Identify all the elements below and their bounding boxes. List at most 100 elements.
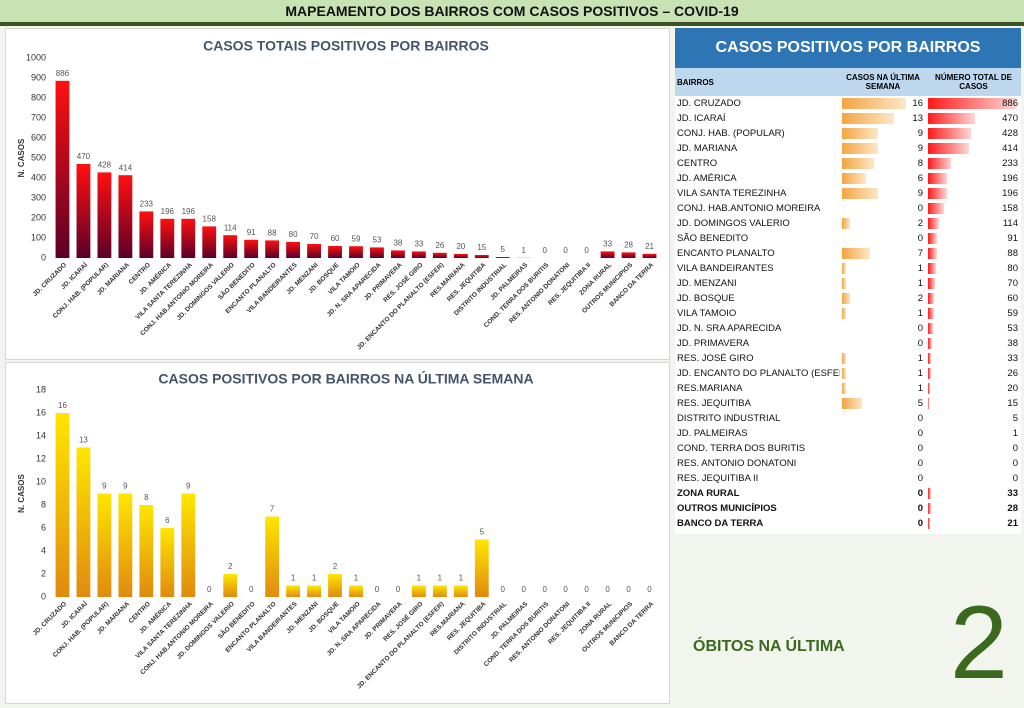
- neighborhood: JD. AMÉRICA: [677, 173, 737, 184]
- bar: [370, 247, 384, 258]
- week-bar: [842, 113, 894, 124]
- week-value: 0: [917, 203, 923, 214]
- week-bar: [842, 293, 850, 304]
- neighborhood: JD. BOSQUE: [677, 293, 735, 304]
- neighborhood: JD. ICARAÍ: [677, 113, 726, 124]
- total-value: 470: [1002, 113, 1018, 124]
- charts: CASOS TOTAIS POSITIVOS POR BAIRROS N. CAS…: [17, 38, 657, 690]
- bar: [349, 585, 363, 597]
- total-cell: 414: [926, 141, 1021, 156]
- total-cell: 26: [926, 366, 1021, 381]
- bar: [642, 253, 657, 258]
- bar: [474, 539, 489, 597]
- week-cell: 0: [840, 336, 926, 351]
- total-cell: 60: [926, 291, 1021, 306]
- total-cell: 28: [926, 501, 1021, 516]
- value-label: 1: [312, 574, 317, 583]
- bar: [118, 493, 133, 597]
- week-cell: 0: [840, 411, 926, 426]
- week-cell: 1: [840, 306, 926, 321]
- value-label: 38: [393, 239, 402, 248]
- value-label: 470: [77, 152, 91, 161]
- y-tick-label: 10: [36, 476, 46, 486]
- total-value: 233: [1002, 158, 1018, 169]
- week-value: 1: [917, 263, 923, 274]
- y-tick-label: 2: [41, 568, 46, 578]
- week-value: 8: [917, 158, 923, 169]
- week-bar: [842, 353, 846, 364]
- total-bar: [928, 248, 937, 259]
- x-tick-label: SÃO BENEDITO: [216, 260, 257, 301]
- total-bar: [928, 323, 934, 334]
- total-cell: 21: [926, 516, 1021, 531]
- bar: [118, 175, 133, 258]
- week-value: 0: [917, 323, 923, 334]
- week-bar: [842, 98, 906, 109]
- neighborhood: JD. DOMINGOS VALERIO: [677, 218, 790, 229]
- value-label: 70: [310, 232, 319, 241]
- y-tick-label: 1000: [26, 52, 46, 62]
- total-bar: [928, 143, 970, 154]
- bar: [55, 80, 70, 258]
- week-value: 5: [917, 398, 923, 409]
- week-bar: [842, 383, 846, 394]
- week-cell: 1: [840, 261, 926, 276]
- week-bar: [842, 248, 870, 259]
- table-row: ZONA RURAL 0 33: [675, 486, 1021, 501]
- value-label: 0: [584, 585, 589, 594]
- table-row: JD. DOMINGOS VALERIO 2 114: [675, 216, 1021, 231]
- total-value: 70: [1007, 278, 1018, 289]
- week-bar: [842, 158, 874, 169]
- total-value: 5: [1012, 413, 1018, 424]
- neighborhood: OUTROS MUNICÍPIOS: [677, 503, 777, 514]
- bar: [286, 585, 301, 597]
- total-bar: [928, 173, 948, 184]
- table-row: JD. N. SRA APARECIDA 0 53: [675, 321, 1021, 336]
- total-value: 88: [1007, 248, 1018, 259]
- table-row: JD. AMÉRICA 6 196: [675, 171, 1021, 186]
- week-cell: 16: [840, 96, 926, 111]
- week-cell: 0: [840, 426, 926, 441]
- bar: [265, 516, 280, 597]
- bar: [76, 164, 91, 258]
- neighborhood: ENCANTO PLANALTO: [677, 248, 775, 259]
- total-bar: [928, 338, 932, 349]
- value-label: 158: [203, 215, 217, 224]
- total-bar: [928, 383, 930, 394]
- chart-title: CASOS TOTAIS POSITIVOS POR BAIRROS: [203, 38, 489, 54]
- neighborhood: ZONA RURAL: [677, 488, 740, 499]
- neighborhood: CENTRO: [677, 158, 718, 169]
- column-header: NÚMERO TOTAL DE CASOS: [935, 73, 1012, 91]
- table-row: JD. MENZANI 1 70: [675, 276, 1021, 291]
- total-bar: [928, 218, 940, 229]
- table-row: JD. ICARAÍ 13 470: [675, 111, 1021, 126]
- bar: [328, 574, 342, 597]
- bar: [181, 218, 196, 258]
- value-label: 196: [161, 207, 175, 216]
- x-tick-label: JD. PALMEIRAS: [489, 261, 530, 302]
- bar: [453, 254, 468, 258]
- week-value: 1: [917, 368, 923, 379]
- total-cell: 88: [926, 246, 1021, 261]
- total-bar: [928, 308, 934, 319]
- total-bar: [928, 158, 952, 169]
- bar: [181, 493, 196, 597]
- week-cell: 0: [840, 471, 926, 486]
- bar: [349, 246, 363, 258]
- bar: [97, 172, 112, 258]
- value-label: 9: [123, 482, 128, 491]
- total-cell: 0: [926, 441, 1021, 456]
- y-tick-label: 500: [31, 152, 46, 162]
- week-cell: 7: [840, 246, 926, 261]
- total-value: 15: [1007, 398, 1018, 409]
- bar: [495, 257, 510, 258]
- total-cell: 428: [926, 126, 1021, 141]
- week-cell: 0: [840, 456, 926, 471]
- value-label: 0: [584, 246, 589, 255]
- total-value: 114: [1002, 218, 1018, 229]
- week-cell: 0: [840, 516, 926, 531]
- week-value: 13: [912, 113, 923, 124]
- value-label: 0: [375, 585, 380, 594]
- bar: [411, 251, 426, 258]
